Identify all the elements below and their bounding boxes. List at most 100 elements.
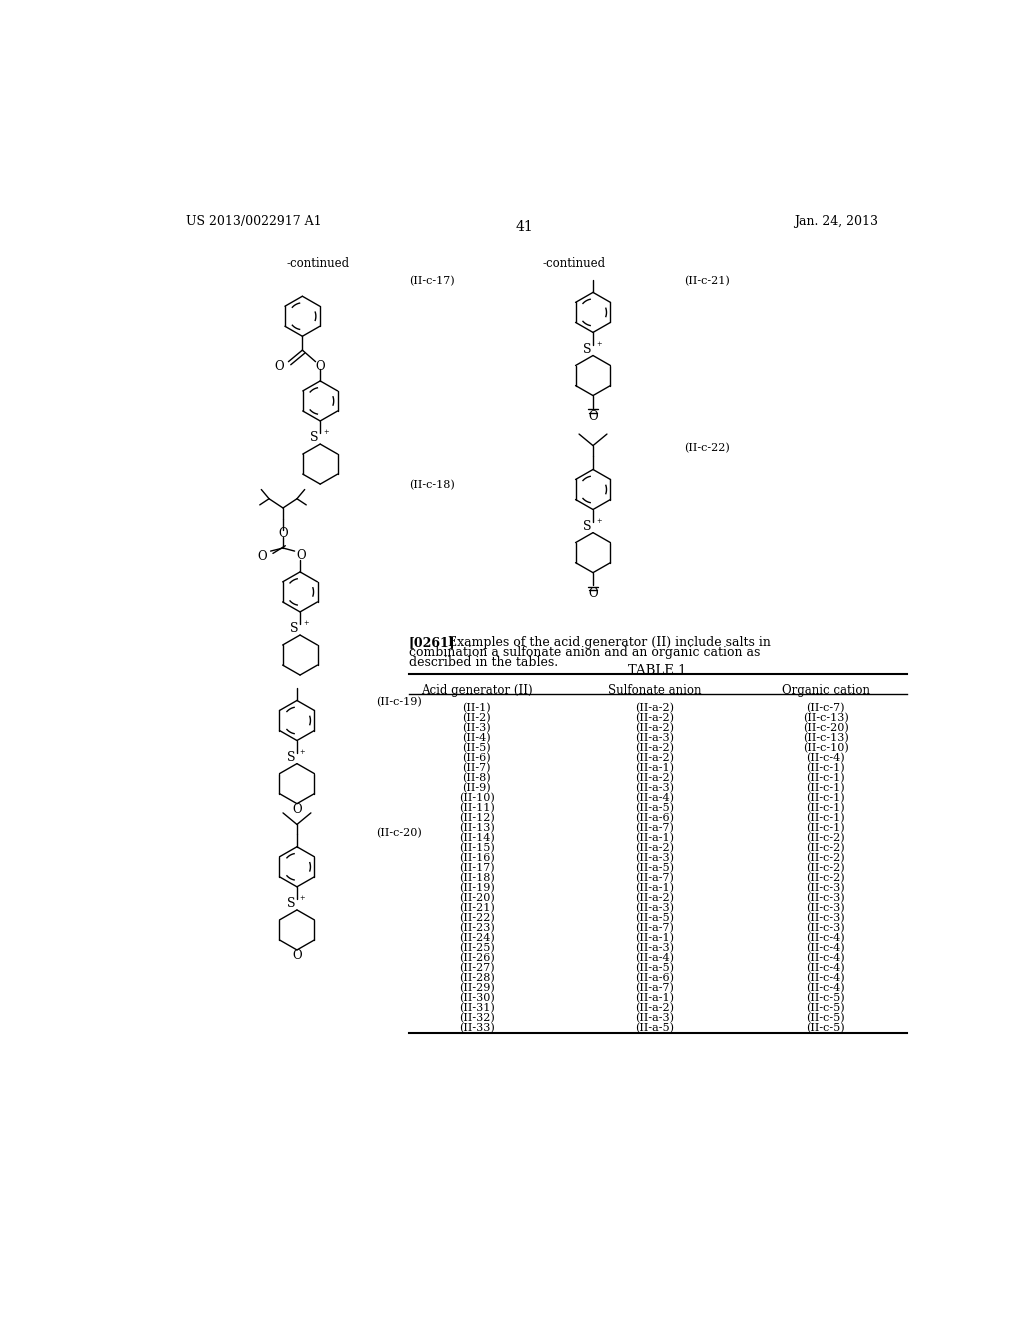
Text: (II-a-2): (II-a-2)	[636, 1003, 675, 1014]
Text: -continued: -continued	[542, 257, 605, 271]
Text: 41: 41	[516, 220, 534, 234]
Text: (II-27): (II-27)	[459, 964, 495, 973]
Text: (II-c-13): (II-c-13)	[803, 733, 848, 743]
Text: (II-4): (II-4)	[463, 733, 492, 743]
Text: (II-1): (II-1)	[463, 702, 492, 713]
Text: (II-c-17): (II-c-17)	[410, 276, 455, 285]
Text: $^+$: $^+$	[595, 519, 603, 528]
Text: O: O	[588, 409, 598, 422]
Text: (II-24): (II-24)	[459, 933, 495, 944]
Text: (II-14): (II-14)	[459, 833, 495, 843]
Text: $^+$: $^+$	[299, 896, 307, 906]
Text: (II-c-3): (II-c-3)	[806, 883, 845, 894]
Text: (II-31): (II-31)	[459, 1003, 495, 1014]
Text: O: O	[292, 949, 302, 962]
Text: combination a sulfonate anion and an organic cation as: combination a sulfonate anion and an org…	[409, 645, 760, 659]
Text: Organic cation: Organic cation	[781, 684, 869, 697]
Text: (II-a-1): (II-a-1)	[636, 993, 675, 1003]
Text: (II-20): (II-20)	[459, 892, 495, 903]
Text: (II-a-6): (II-a-6)	[636, 973, 675, 983]
Text: (II-19): (II-19)	[459, 883, 495, 894]
Text: (II-22): (II-22)	[459, 913, 495, 923]
Text: (II-30): (II-30)	[459, 993, 495, 1003]
Text: (II-c-18): (II-c-18)	[410, 480, 455, 491]
Text: (II-a-3): (II-a-3)	[636, 783, 675, 793]
Text: S: S	[290, 622, 299, 635]
Text: (II-c-1): (II-c-1)	[806, 774, 845, 783]
Text: (II-a-2): (II-a-2)	[636, 723, 675, 733]
Text: (II-c-1): (II-c-1)	[806, 803, 845, 813]
Text: (II-c-22): (II-c-22)	[684, 444, 730, 454]
Text: (II-a-2): (II-a-2)	[636, 752, 675, 763]
Text: (II-c-2): (II-c-2)	[806, 833, 845, 843]
Text: (II-a-5): (II-a-5)	[636, 863, 675, 874]
Text: (II-11): (II-11)	[459, 803, 495, 813]
Text: (II-c-5): (II-c-5)	[806, 993, 845, 1003]
Text: $^+$: $^+$	[595, 342, 603, 351]
Text: O: O	[296, 549, 305, 562]
Text: (II-c-4): (II-c-4)	[806, 973, 845, 983]
Text: (II-a-2): (II-a-2)	[636, 702, 675, 713]
Text: (II-5): (II-5)	[463, 743, 492, 754]
Text: (II-c-10): (II-c-10)	[803, 743, 848, 754]
Text: (II-c-1): (II-c-1)	[806, 793, 845, 803]
Text: (II-12): (II-12)	[459, 813, 495, 824]
Text: (II-c-1): (II-c-1)	[806, 813, 845, 824]
Text: (II-a-1): (II-a-1)	[636, 933, 675, 944]
Text: (II-7): (II-7)	[463, 763, 490, 774]
Text: O: O	[279, 527, 288, 540]
Text: Acid generator (II): Acid generator (II)	[421, 684, 532, 697]
Text: (II-a-3): (II-a-3)	[636, 942, 675, 953]
Text: (II-17): (II-17)	[459, 863, 495, 874]
Text: (II-18): (II-18)	[459, 873, 495, 883]
Text: (II-c-1): (II-c-1)	[806, 763, 845, 774]
Text: (II-c-4): (II-c-4)	[806, 964, 845, 973]
Text: O: O	[292, 803, 302, 816]
Text: (II-c-3): (II-c-3)	[806, 913, 845, 923]
Text: (II-a-3): (II-a-3)	[636, 733, 675, 743]
Text: (II-a-7): (II-a-7)	[636, 873, 675, 883]
Text: (II-2): (II-2)	[463, 713, 492, 723]
Text: (II-9): (II-9)	[463, 783, 492, 793]
Text: (II-a-4): (II-a-4)	[636, 793, 675, 803]
Text: (II-a-7): (II-a-7)	[636, 822, 675, 833]
Text: (II-c-3): (II-c-3)	[806, 923, 845, 933]
Text: (II-a-5): (II-a-5)	[636, 803, 675, 813]
Text: S: S	[287, 751, 295, 764]
Text: (II-c-4): (II-c-4)	[806, 953, 845, 964]
Text: (II-a-1): (II-a-1)	[636, 833, 675, 843]
Text: (II-a-4): (II-a-4)	[636, 953, 675, 964]
Text: (II-c-21): (II-c-21)	[684, 276, 730, 285]
Text: US 2013/0022917 A1: US 2013/0022917 A1	[186, 215, 322, 227]
Text: (II-c-4): (II-c-4)	[806, 752, 845, 763]
Text: (II-c-5): (II-c-5)	[806, 1003, 845, 1014]
Text: (II-25): (II-25)	[459, 942, 495, 953]
Text: (II-c-2): (II-c-2)	[806, 843, 845, 853]
Text: (II-a-2): (II-a-2)	[636, 774, 675, 783]
Text: (II-28): (II-28)	[459, 973, 495, 983]
Text: (II-c-20): (II-c-20)	[376, 829, 422, 838]
Text: (II-32): (II-32)	[459, 1014, 495, 1023]
Text: (II-c-7): (II-c-7)	[806, 702, 845, 713]
Text: (II-26): (II-26)	[459, 953, 495, 964]
Text: (II-a-7): (II-a-7)	[636, 923, 675, 933]
Text: $^+$: $^+$	[302, 622, 310, 630]
Text: (II-a-1): (II-a-1)	[636, 883, 675, 894]
Text: S: S	[310, 432, 318, 445]
Text: (II-c-4): (II-c-4)	[806, 983, 845, 994]
Text: (II-c-20): (II-c-20)	[803, 723, 848, 733]
Text: O: O	[257, 550, 267, 564]
Text: (II-23): (II-23)	[459, 923, 495, 933]
Text: (II-c-4): (II-c-4)	[806, 942, 845, 953]
Text: (II-13): (II-13)	[459, 822, 495, 833]
Text: $^+$: $^+$	[299, 750, 307, 759]
Text: (II-a-2): (II-a-2)	[636, 743, 675, 754]
Text: (II-a-3): (II-a-3)	[636, 903, 675, 913]
Text: (II-c-1): (II-c-1)	[806, 783, 845, 793]
Text: O: O	[274, 360, 284, 372]
Text: described in the tables.: described in the tables.	[409, 656, 558, 669]
Text: (II-a-2): (II-a-2)	[636, 892, 675, 903]
Text: (II-c-2): (II-c-2)	[806, 863, 845, 874]
Text: S: S	[583, 343, 592, 356]
Text: (II-a-3): (II-a-3)	[636, 853, 675, 863]
